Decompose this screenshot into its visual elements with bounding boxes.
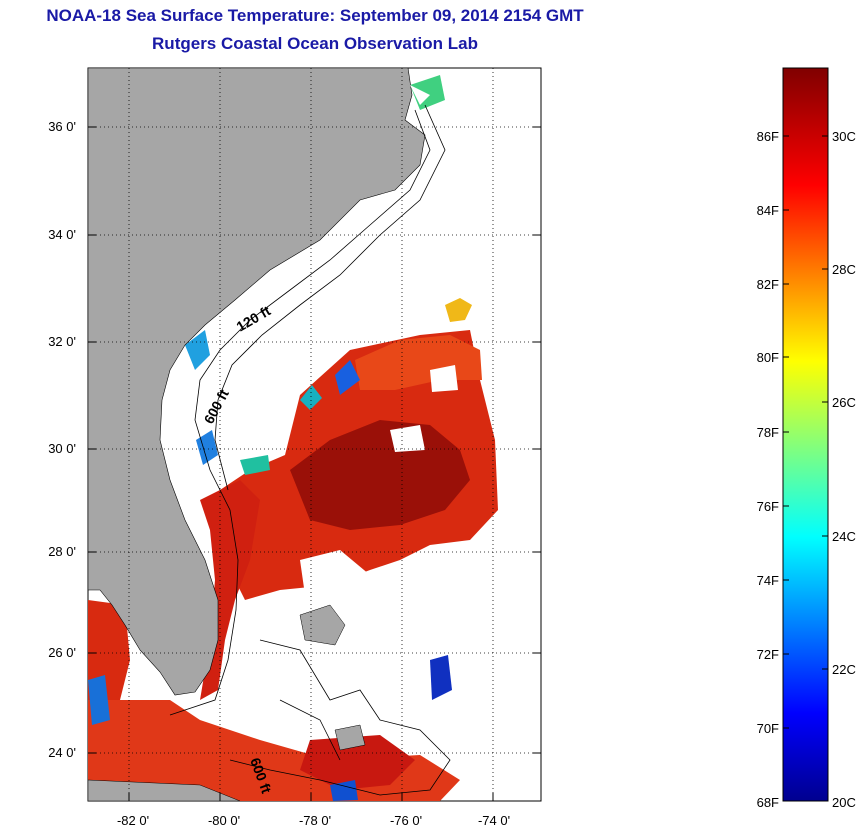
colorbar-label-30c: 30C [832, 129, 856, 144]
lat-label-34: 34 0' [48, 227, 76, 242]
lat-label-28: 28 0' [48, 544, 76, 559]
colorbar-label-74f: 74F [757, 573, 779, 588]
lon-label-74: -74 0' [478, 813, 510, 828]
lat-label-24: 24 0' [48, 745, 76, 760]
colorbar-label-84f: 84F [757, 203, 779, 218]
sst-field [88, 75, 498, 801]
colorbar-label-86f: 86F [757, 129, 779, 144]
lon-label-80: -80 0' [208, 813, 240, 828]
colorbar-label-76f: 76F [757, 499, 779, 514]
colorbar-label-72f: 72F [757, 647, 779, 662]
lat-label-30: 30 0' [48, 441, 76, 456]
lat-label-26: 26 0' [48, 645, 76, 660]
colorbar-label-20c: 20C [832, 795, 856, 810]
colorbar: 86F 84F 82F 80F 78F 76F 74F 72F 70F 68F … [757, 67, 856, 810]
colorbar-label-26c: 26C [832, 395, 856, 410]
colorbar-label-78f: 78F [757, 425, 779, 440]
lon-label-78: -78 0' [299, 813, 331, 828]
colorbar-label-70f: 70F [757, 721, 779, 736]
lon-label-82: -82 0' [117, 813, 149, 828]
colorbar-label-22c: 22C [832, 662, 856, 677]
map-title: NOAA-18 Sea Surface Temperature: Septemb… [46, 6, 584, 25]
map-panel: 120 ft 600 ft 600 ft [87, 67, 542, 802]
colorbar-label-68f: 68F [757, 795, 779, 810]
lat-label-32: 32 0' [48, 334, 76, 349]
lon-label-76: -76 0' [390, 813, 422, 828]
depth-contours [169, 104, 451, 796]
colorbar-label-82f: 82F [757, 277, 779, 292]
lat-label-36: 36 0' [48, 119, 76, 134]
colorbar-label-28c: 28C [832, 262, 856, 277]
colorbar-label-24c: 24C [832, 529, 856, 544]
map-subtitle: Rutgers Coastal Ocean Observation Lab [152, 34, 478, 53]
colorbar-label-80f: 80F [757, 350, 779, 365]
land-mass [88, 68, 426, 696]
